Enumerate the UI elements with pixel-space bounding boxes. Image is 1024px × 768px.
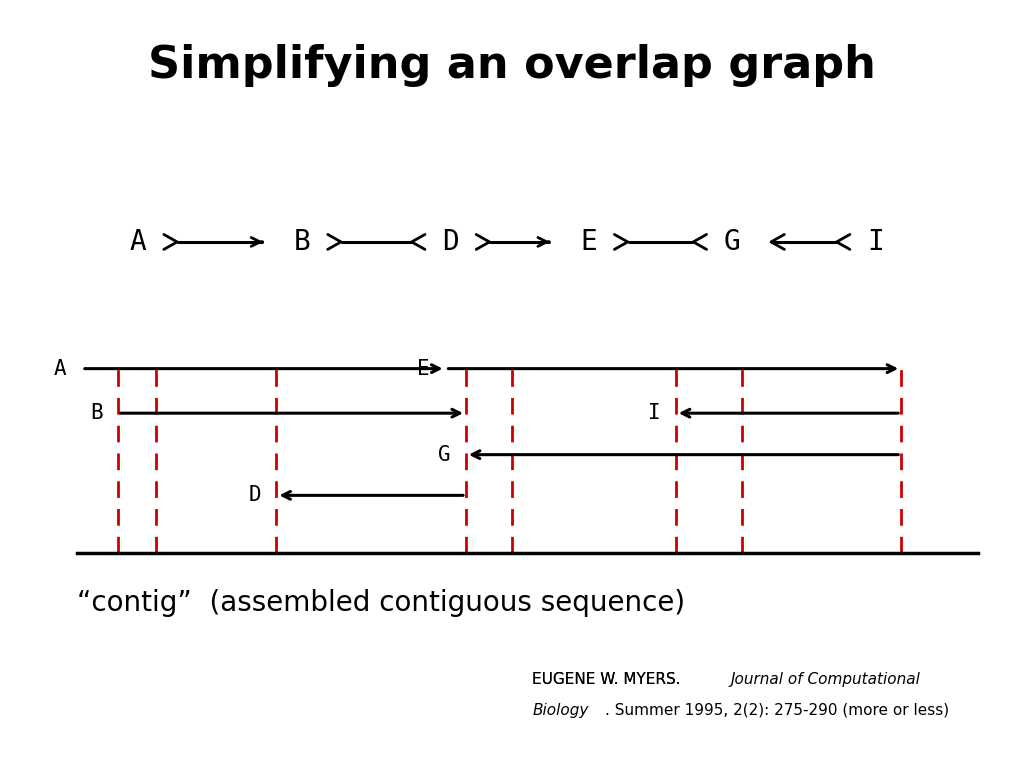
Text: Biology: Biology bbox=[532, 703, 589, 718]
Text: A: A bbox=[54, 359, 67, 379]
Text: Journal of Computational: Journal of Computational bbox=[730, 672, 921, 687]
Text: I: I bbox=[648, 403, 660, 423]
Text: “contig”  (assembled contiguous sequence): “contig” (assembled contiguous sequence) bbox=[77, 589, 685, 617]
Text: D: D bbox=[249, 485, 261, 505]
Text: A: A bbox=[130, 228, 146, 256]
Text: EUGENE W. MYERS.: EUGENE W. MYERS. bbox=[532, 672, 686, 687]
Text: G: G bbox=[724, 228, 740, 256]
Text: Simplifying an overlap graph: Simplifying an overlap graph bbox=[148, 44, 876, 87]
Text: B: B bbox=[294, 228, 310, 256]
Text: E: E bbox=[418, 359, 430, 379]
Text: D: D bbox=[442, 228, 459, 256]
Text: G: G bbox=[438, 445, 451, 465]
Text: E: E bbox=[581, 228, 597, 256]
Text: . Summer 1995, 2(2): 275-290 (more or less): . Summer 1995, 2(2): 275-290 (more or le… bbox=[605, 703, 949, 718]
Text: I: I bbox=[867, 228, 884, 256]
Text: EUGENE W. MYERS.: EUGENE W. MYERS. bbox=[532, 672, 686, 687]
Text: B: B bbox=[90, 403, 102, 423]
